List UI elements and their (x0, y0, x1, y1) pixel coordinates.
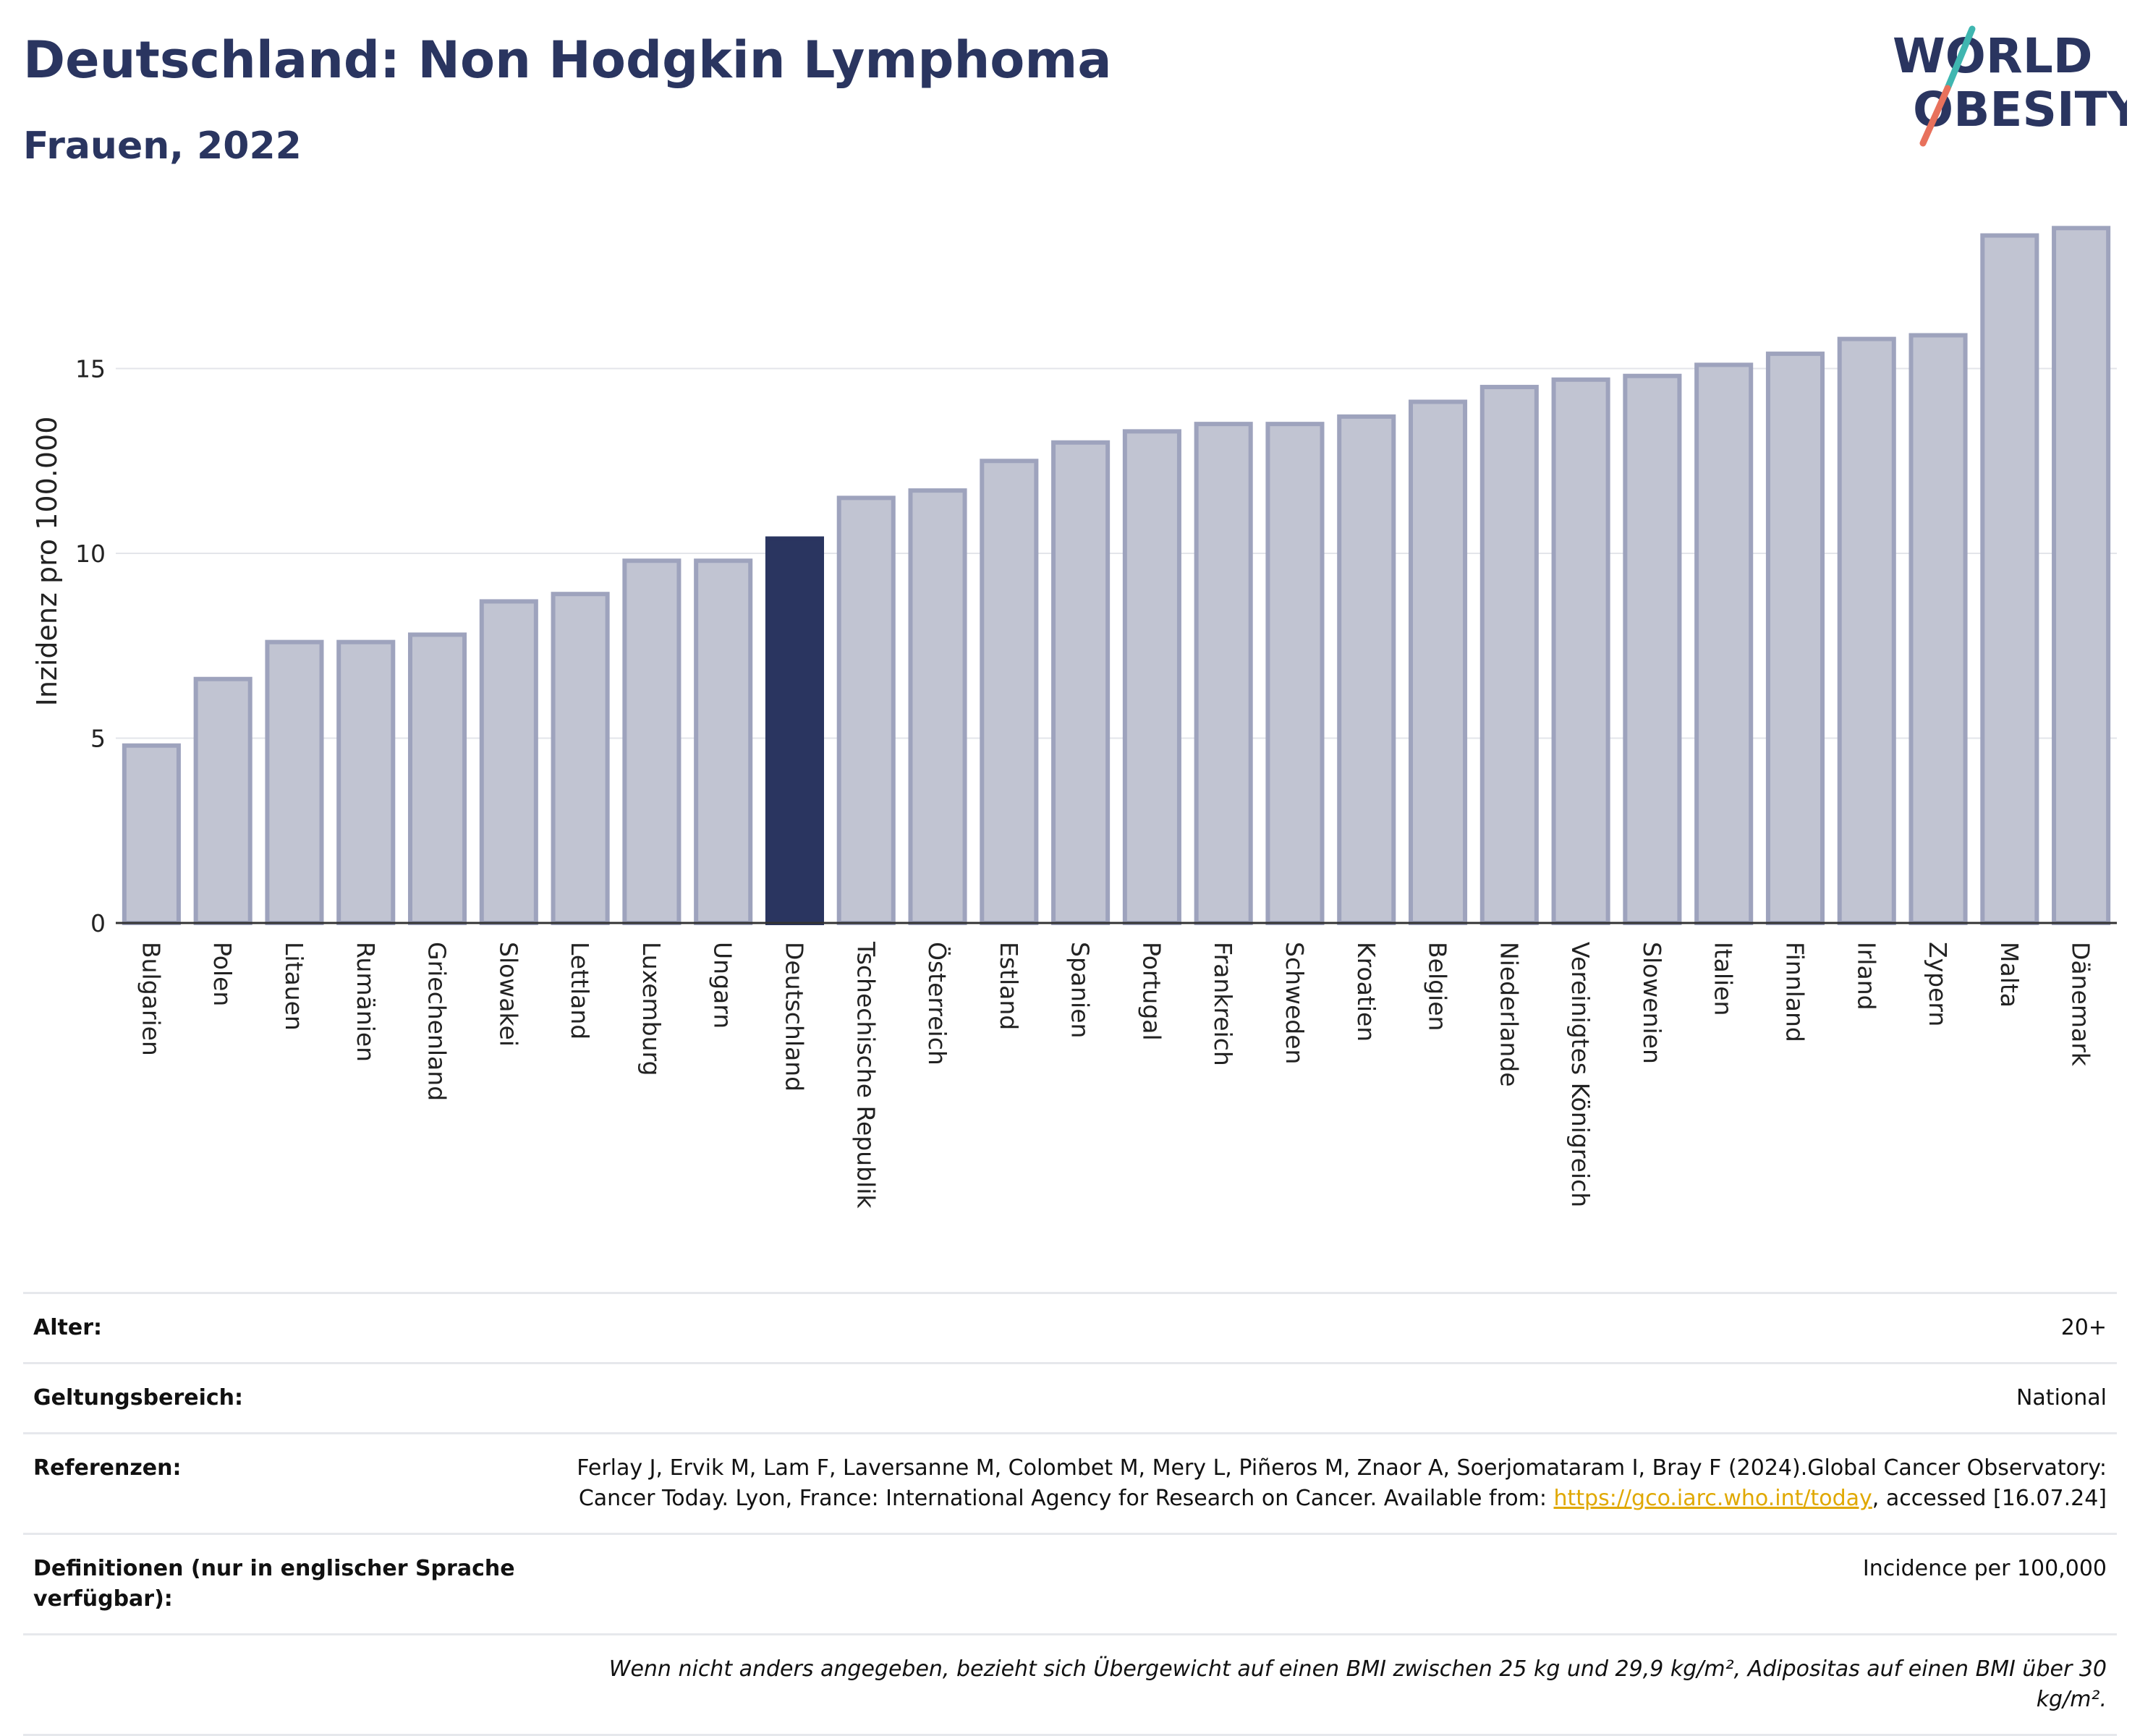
bar (336, 639, 396, 925)
x-category-label: Irland (1852, 942, 1880, 1010)
meta-value-scope: National (2016, 1385, 2107, 1410)
x-axis-labels: Bulgarien Polen Litauen Rumänien Griechenlan… (137, 941, 2094, 1209)
bars (122, 226, 2111, 926)
meta-table: Alter: 20+ Geltungsbereich: National Ref… (23, 1292, 2117, 1736)
bar (2052, 226, 2111, 925)
y-tick-label: 10 (75, 540, 106, 568)
x-category-label: Kroatien (1352, 942, 1380, 1042)
bar (1122, 429, 1181, 925)
y-tick-label: 15 (75, 355, 106, 383)
logo-slash-teal (1944, 25, 1976, 92)
meta-row-references: Referenzen: Ferlay J, Ervik M, Lam F, La… (23, 1432, 2117, 1533)
meta-row-scope: Geltungsbereich: National (23, 1362, 2117, 1432)
bar (1908, 333, 1968, 925)
bar (122, 743, 181, 925)
x-category-label: Malta (1995, 942, 2024, 1008)
bar (1623, 373, 1682, 925)
bar (1551, 377, 1610, 925)
x-category-label: Spanien (1066, 942, 1095, 1038)
bar (1051, 440, 1111, 925)
x-category-label: Ungarn (709, 942, 737, 1029)
y-axis-title: Inzidenz pro 100.000 (31, 417, 63, 707)
x-category-label: Österreich (923, 942, 952, 1065)
x-category-label: Rumänien (352, 942, 380, 1062)
x-category-label: Estland (995, 942, 1023, 1030)
meta-label-scope: Geltungsbereich: (33, 1385, 244, 1410)
meta-value-definitions: Incidence per 100,000 (1862, 1556, 2107, 1581)
reference-accessed: , accessed [16.07.24] (1872, 1486, 2107, 1511)
meta-label-references: Referenzen: (33, 1455, 182, 1481)
bar-highlighted (765, 536, 825, 925)
bar (1694, 362, 1754, 925)
x-category-label: Dänemark (2067, 942, 2095, 1067)
bar (836, 495, 896, 925)
bar (694, 558, 753, 925)
x-category-label: Litauen (280, 942, 308, 1031)
bar (193, 676, 252, 925)
x-category-label: Polen (208, 942, 237, 1006)
bar (1837, 336, 1896, 925)
bar (1194, 422, 1253, 925)
meta-value-references: Ferlay J, Ervik M, Lam F, Laversanne M, … (554, 1453, 2107, 1514)
page-subtitle: Frauen, 2022 (23, 124, 302, 168)
meta-row-age: Alter: 20+ (23, 1292, 2117, 1362)
bar (1765, 352, 1825, 925)
x-category-label: Tschechische Republik (852, 941, 880, 1209)
x-category-label: Niederlande (1495, 942, 1523, 1087)
bar (1337, 414, 1396, 925)
meta-row-note: Wenn nicht anders angegeben, bezieht sic… (23, 1633, 2117, 1736)
bar (908, 488, 967, 925)
x-category-label: Vereinigtes Königreich (1566, 942, 1595, 1207)
reference-link[interactable]: https://gco.iarc.who.int/today (1553, 1486, 1872, 1511)
x-category-label: Italien (1710, 942, 1738, 1016)
x-category-label: Belgien (1424, 942, 1452, 1031)
bmi-note: Wenn nicht anders angegeben, bezieht sic… (608, 1656, 2107, 1712)
bar (980, 459, 1039, 925)
bar (265, 639, 324, 925)
x-category-label: Slowakei (494, 942, 522, 1047)
bar (622, 558, 682, 925)
meta-row-definitions: Definitionen (nur in englischer Sprache … (23, 1533, 2117, 1633)
page-title: Deutschland: Non Hodgkin Lymphoma (23, 30, 1112, 90)
x-category-label: Portugal (1137, 942, 1165, 1041)
meta-value-age: 20+ (2060, 1315, 2107, 1340)
bar-chart: 0 5 10 15 Bulgarien Polen Litauen Rumänien Grie… (31, 226, 2117, 1209)
x-category-label: Finnland (1780, 942, 1809, 1042)
bar (551, 592, 610, 926)
bar (1265, 422, 1325, 925)
meta-label-definitions: Definitionen (nur in englischer Sprache … (33, 1556, 515, 1612)
x-category-label: Bulgarien (137, 942, 165, 1056)
y-axis-ticks: 0 5 10 15 (75, 355, 106, 938)
meta-label-age: Alter: (33, 1315, 102, 1340)
x-category-label: Zypern (1924, 942, 1952, 1026)
x-category-label: Schweden (1281, 942, 1309, 1064)
bar (1408, 399, 1468, 925)
x-category-label: Luxemburg (637, 942, 666, 1076)
y-tick-label: 5 (90, 725, 106, 753)
y-tick-label: 0 (90, 909, 106, 937)
x-category-label: Frankreich (1209, 942, 1237, 1066)
x-category-label: Lettland (566, 942, 594, 1039)
x-category-label: Slowenien (1638, 942, 1666, 1064)
logo-slash-coral (1919, 85, 1951, 147)
bar (1479, 385, 1539, 925)
bar (1980, 233, 2039, 926)
reference-text: Ferlay J, Ervik M, Lam F, Laversanne M, … (577, 1455, 2107, 1511)
bar (407, 632, 467, 925)
logo-word-world: WORLD (1893, 28, 2093, 84)
x-category-label: Griechenland (423, 942, 451, 1101)
bar (479, 599, 538, 925)
world-obesity-logo: WORLD OBESITY (1893, 25, 2127, 147)
x-category-label: Deutschland (780, 942, 808, 1092)
